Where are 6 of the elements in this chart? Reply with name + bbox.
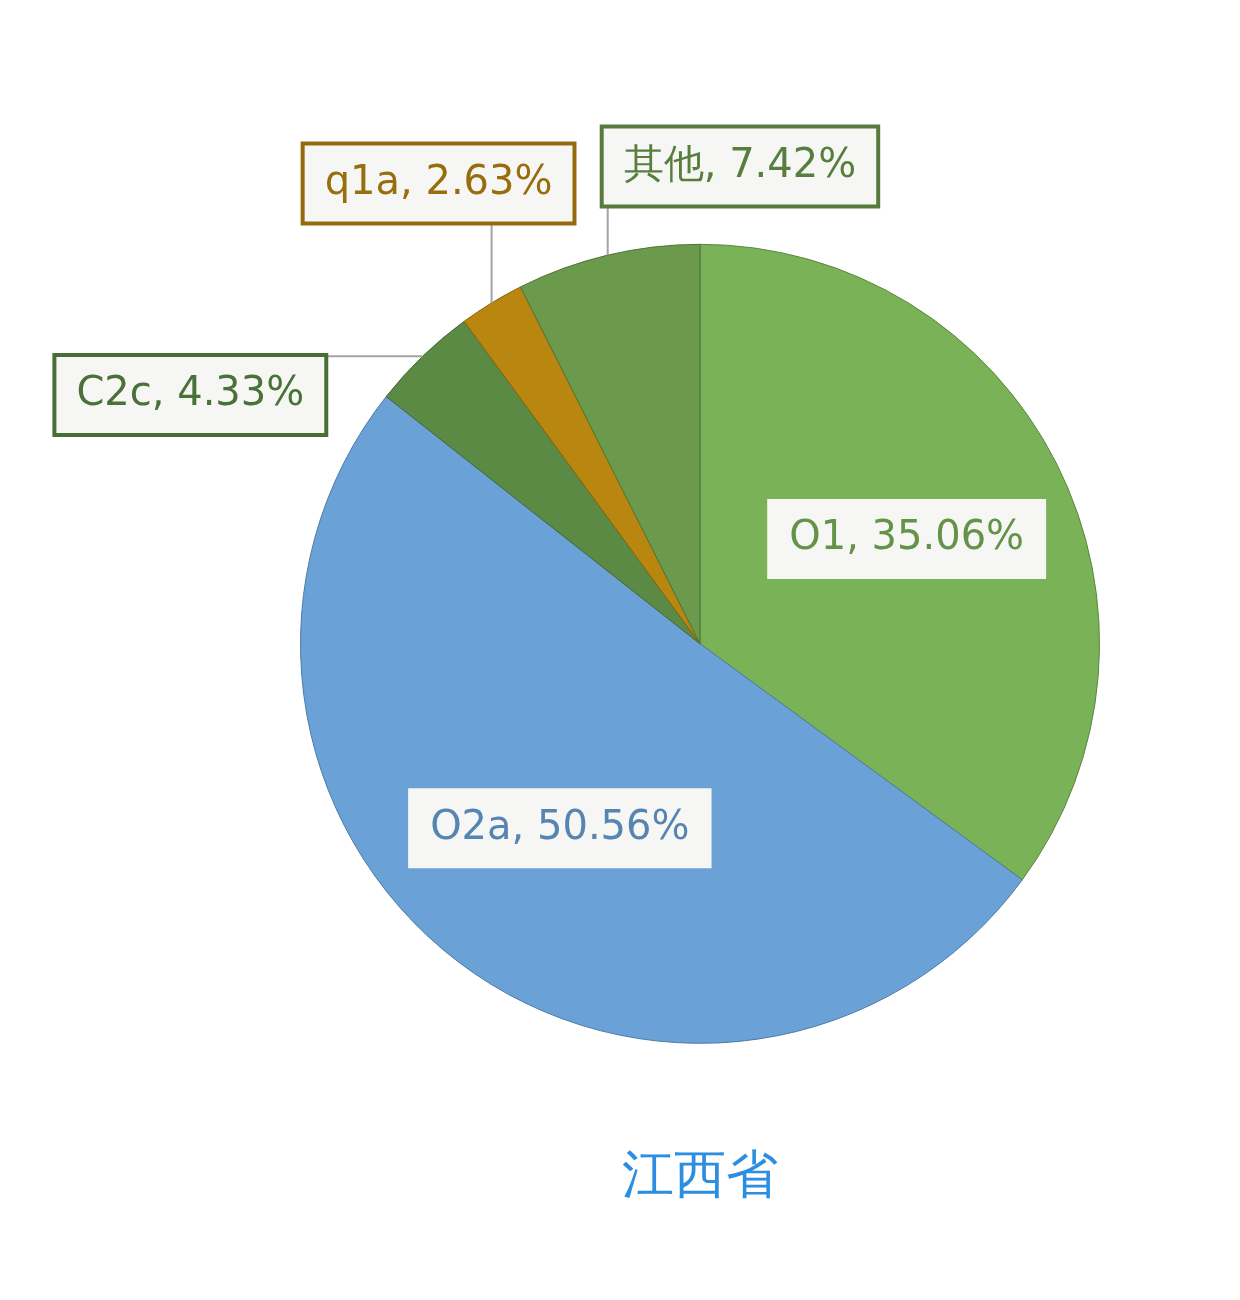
slice-label: O1, 35.06% xyxy=(789,512,1025,559)
text: 江西省 xyxy=(622,1144,778,1205)
slice-label: q1a, 2.63% xyxy=(324,156,553,203)
slice-label: C2c, 4.33% xyxy=(76,368,305,415)
slice-label: 其他, 7.42% xyxy=(623,139,857,186)
slice-label: O2a, 50.56% xyxy=(430,801,690,848)
